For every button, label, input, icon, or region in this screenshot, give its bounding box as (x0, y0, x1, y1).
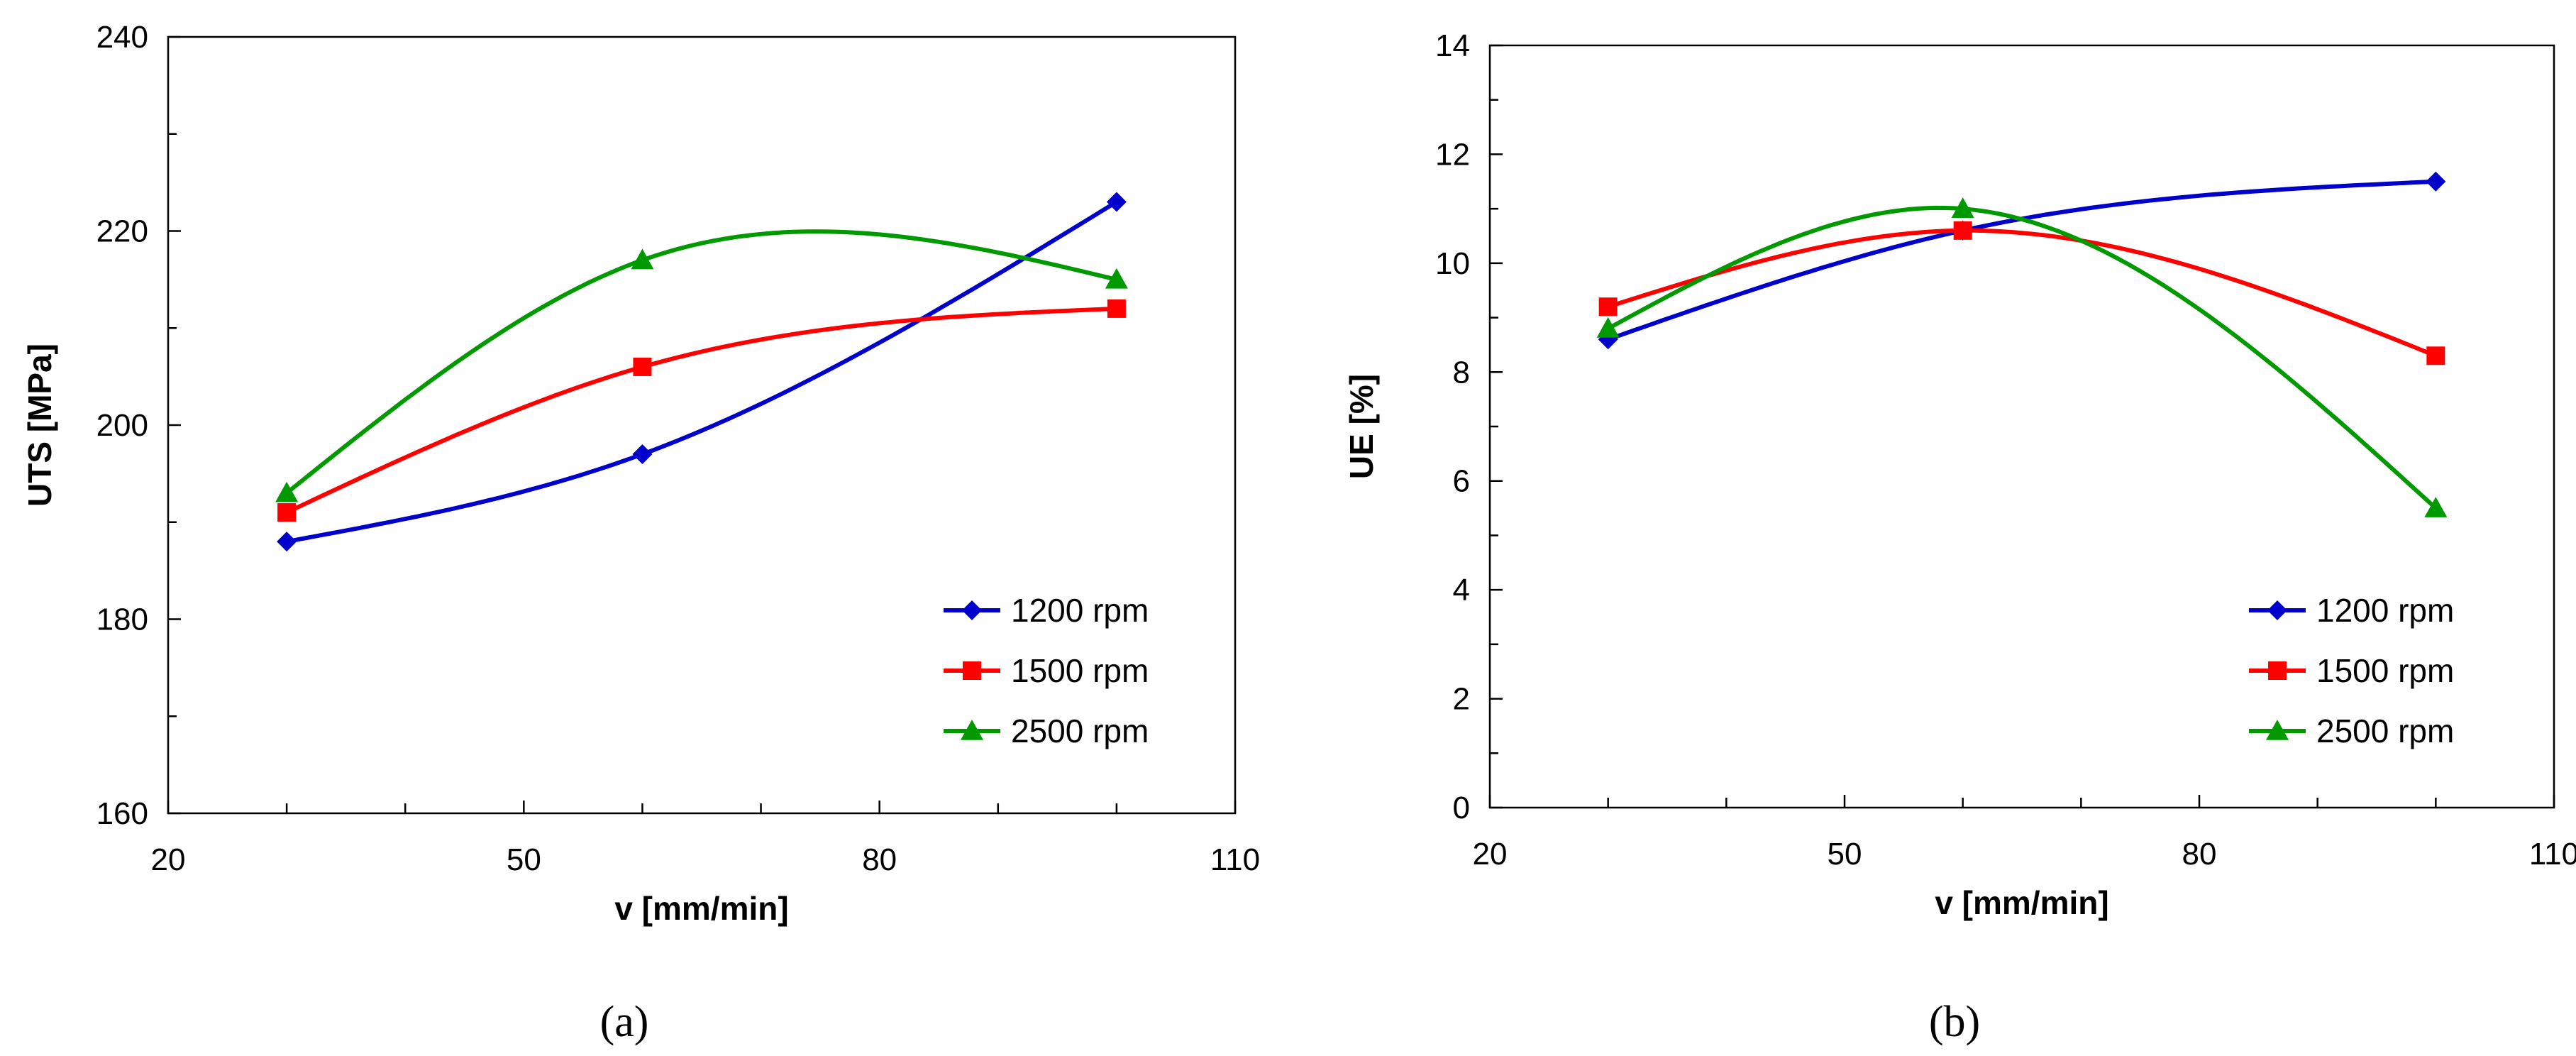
data-point-square (277, 503, 297, 522)
x-tick-label: 80 (2182, 837, 2217, 871)
x-tick-label: 50 (507, 842, 541, 877)
series-line-diamond (1607, 179, 2436, 342)
y-tick-label: 0 (1453, 791, 1470, 825)
legend-label: 1200 rpm (1011, 592, 1149, 629)
data-point-triangle (1951, 197, 1974, 218)
data-point-square (633, 357, 652, 376)
x-axis-label: v [mm/min] (614, 890, 788, 927)
legend-marker-triangle (961, 720, 983, 740)
y-tick-label: 160 (96, 796, 148, 831)
y-tick-label: 4 (1453, 573, 1470, 607)
data-point-triangle (1105, 268, 1128, 289)
legend-label: 1200 rpm (2316, 592, 2454, 629)
plot-frame (1488, 44, 2555, 809)
legend-label: 2500 rpm (2316, 713, 2454, 749)
x-tick-label: 20 (1473, 837, 1508, 871)
legend-label: 2500 rpm (1011, 713, 1149, 749)
y-axis-label: UE [%] (1343, 374, 1380, 479)
chart-b: 20 50 80 110 0 2 4 6 8 10 12 14 v [mm/min] UE [%] (b) 1… (1343, 28, 2576, 1046)
panel-caption: (a) (600, 998, 649, 1046)
panel-caption: (b) (1929, 998, 1980, 1046)
series-line-triangle (1607, 205, 2438, 510)
data-point-square (2426, 346, 2445, 365)
y-tick-label: 220 (96, 214, 148, 249)
legend-marker-diamond (2267, 600, 2287, 620)
legend-marker-square (2268, 661, 2287, 680)
data-point-square (1107, 299, 1126, 318)
data-point-diamond (277, 532, 297, 552)
data-point-square (1598, 297, 1618, 317)
data-point-triangle (631, 248, 654, 270)
y-tick-label: 8 (1453, 355, 1470, 390)
legend-marker-square (963, 661, 981, 680)
data-point-triangle (1596, 317, 1620, 338)
y-axis-label: UTS [MPa] (21, 343, 58, 507)
y-tick-label: 200 (96, 408, 148, 443)
data-point-square (1953, 221, 1972, 240)
series-line-square (1607, 228, 2437, 358)
y-tick-label: 6 (1453, 464, 1470, 499)
y-tick-label: 180 (96, 603, 148, 637)
data-point-diamond (2426, 171, 2446, 192)
series-line-square (285, 306, 1117, 515)
data-point-triangle (275, 481, 299, 502)
x-tick-label: 110 (2529, 837, 2576, 871)
x-tick-label: 80 (862, 842, 897, 877)
legend-marker-diamond (962, 600, 982, 620)
y-tick-label: 10 (1435, 246, 1470, 281)
data-point-diamond (632, 444, 653, 465)
data-point-triangle (2424, 497, 2448, 517)
legend-marker-triangle (2266, 720, 2289, 740)
x-tick-label: 110 (1210, 842, 1260, 877)
y-tick-label: 14 (1435, 28, 1470, 63)
x-tick-label: 50 (1828, 837, 1862, 871)
chart-a: 20 50 80 110 160 180 200 220 240 v [mm/min] UTS [M… (21, 20, 1260, 1046)
plot-frame (167, 35, 1237, 815)
y-tick-label: 12 (1435, 137, 1470, 172)
y-tick-label: 240 (96, 20, 148, 55)
legend-label: 1500 rpm (2316, 652, 2454, 689)
legend-label: 1500 rpm (1011, 652, 1149, 689)
y-tick-label: 2 (1453, 682, 1470, 717)
x-axis-label: v [mm/min] (1935, 884, 2108, 921)
x-tick-label: 20 (151, 842, 186, 877)
data-point-diamond (1106, 192, 1127, 212)
